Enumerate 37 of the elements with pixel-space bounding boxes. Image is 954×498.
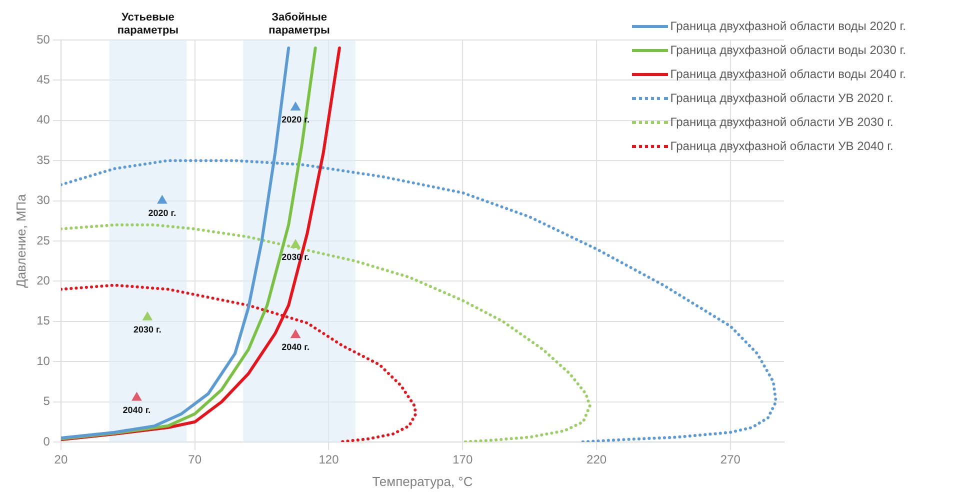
point — [132, 392, 142, 401]
annotation: 2030 г. — [134, 324, 162, 334]
annotation: 2020 г. — [148, 208, 176, 218]
legend-label: Граница двухфазной области воды 2040 г. — [670, 67, 906, 81]
x-tick-label: 120 — [318, 452, 340, 467]
y-tick-label: 40 — [36, 112, 50, 127]
legend-label: Граница двухфазной области УВ 2040 г. — [670, 139, 894, 153]
x-axis-title: Температура, °С — [372, 474, 473, 489]
y-axis-title: Давление, МПа — [13, 193, 28, 288]
x-tick-label: 70 — [188, 452, 202, 467]
y-tick-label: 30 — [36, 193, 50, 208]
y-tick-label: 20 — [36, 274, 50, 288]
x-tick-label: 220 — [586, 452, 607, 467]
point — [157, 195, 168, 204]
point — [142, 312, 152, 320]
y-tick-label: 10 — [36, 354, 50, 368]
legend-label: Граница двухфазной области УВ 2030 г. — [670, 115, 894, 129]
point — [290, 330, 300, 338]
y-tick-label: 0 — [43, 434, 50, 448]
legend-label: Граница двухфазной области воды 2030 г. — [670, 43, 906, 57]
band-label: Забойные параметры — [268, 12, 330, 37]
x-tick-label: 270 — [720, 452, 741, 467]
x-tick-label: 170 — [452, 452, 473, 467]
line-series — [60, 223, 592, 442]
y-tick-label: 50 — [36, 32, 50, 46]
band-label: Устьевые параметры — [117, 12, 179, 37]
legend-label: Граница двухфазной области воды 2020 г. — [670, 19, 906, 33]
y-tick-label: 5 — [43, 394, 50, 408]
x-tick-label: 20 — [54, 452, 68, 467]
y-tick-label: 35 — [36, 152, 50, 167]
point — [290, 102, 300, 111]
y-tick-label: 15 — [36, 314, 50, 328]
legend-label: Граница двухфазной области УВ 2020 г. — [670, 91, 894, 105]
annotation: 2040 г. — [122, 404, 151, 415]
y-tick-label: 45 — [36, 72, 50, 87]
annotation: 2040 г. — [282, 342, 310, 352]
y-tick-label: 25 — [36, 233, 50, 248]
